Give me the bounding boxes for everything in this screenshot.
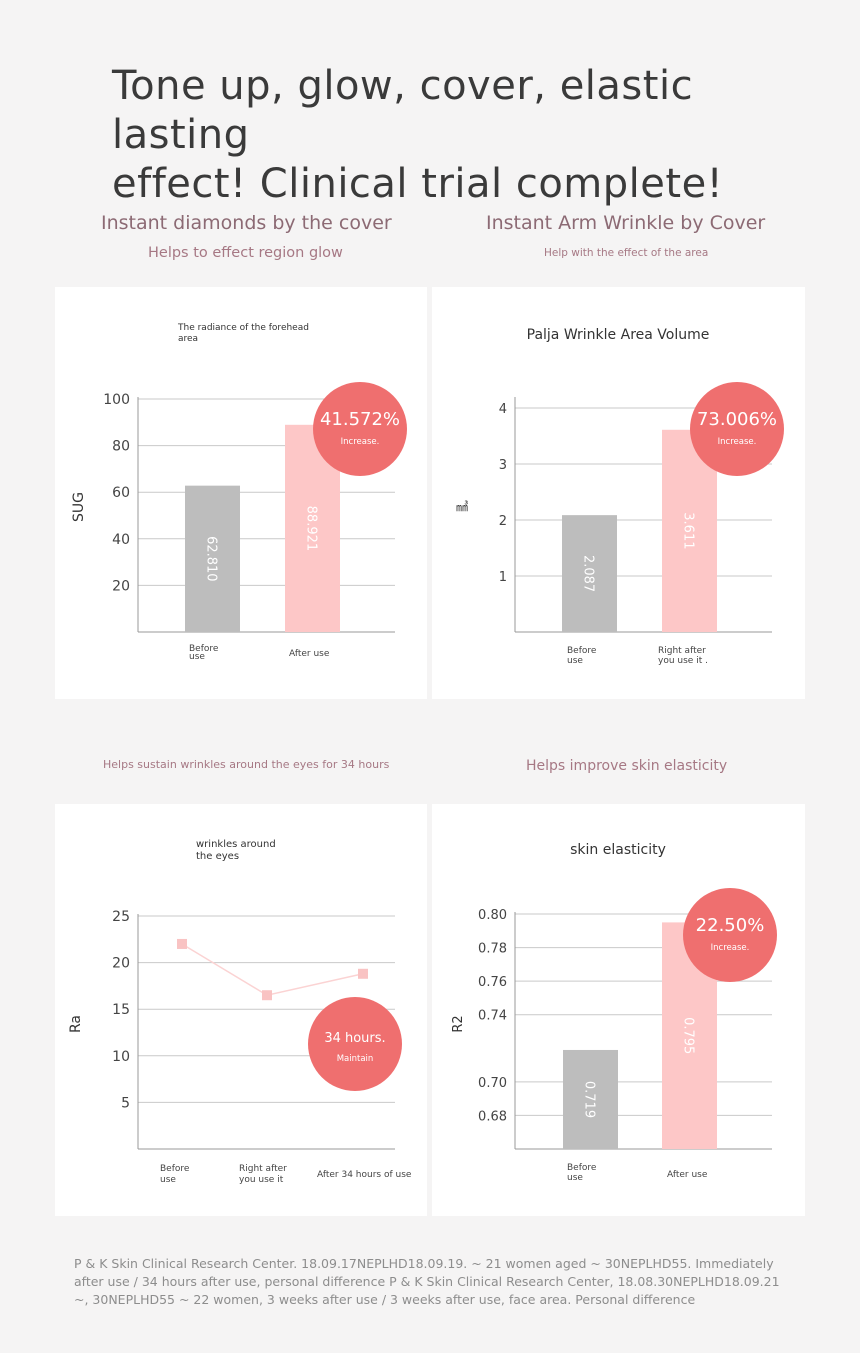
category-label: use xyxy=(567,656,583,666)
change-badge xyxy=(313,382,407,476)
bar-before xyxy=(562,515,617,632)
category-label: Right after xyxy=(658,646,706,656)
change-badge xyxy=(683,888,777,982)
category-label: After use xyxy=(289,649,330,659)
category-label: After 34 hours of use xyxy=(317,1170,412,1180)
y-tick-label: 0.80 xyxy=(478,908,507,923)
bar-value-label: 62.810 xyxy=(204,536,219,582)
category-label: Before xyxy=(189,644,219,654)
category-label: Right after xyxy=(239,1164,287,1174)
category-label: you use it xyxy=(239,1175,284,1185)
category-label: use xyxy=(189,652,205,662)
y-tick-label: 1 xyxy=(499,570,507,585)
y-tick-label: 0.76 xyxy=(478,975,507,990)
chart-title: Palja Wrinkle Area Volume xyxy=(527,327,710,343)
chart-title: skin elasticity xyxy=(570,842,666,858)
badge-label: Maintain xyxy=(337,1054,374,1064)
category-label: use xyxy=(567,1173,583,1183)
category-label: Before xyxy=(567,646,597,656)
bar-value-label: 0.719 xyxy=(582,1081,597,1118)
y-tick-label: 100 xyxy=(103,392,130,408)
headline-line-2: effect! Clinical trial complete! xyxy=(112,161,724,207)
chart-title: area xyxy=(178,334,198,344)
section-title-glow: Instant diamonds by the cover xyxy=(101,212,392,234)
series-line xyxy=(181,943,364,997)
y-tick-label: 20 xyxy=(112,578,130,594)
bar-before xyxy=(563,1049,618,1149)
headline-line-1: Tone up, glow, cover, elastic lasting xyxy=(112,63,694,158)
bar-before xyxy=(185,485,240,632)
y-tick-label: 60 xyxy=(112,485,130,501)
data-point xyxy=(358,968,368,979)
y-axis-label: SUG xyxy=(71,492,87,522)
category-label: Before xyxy=(160,1164,190,1174)
y-tick-label: 0.68 xyxy=(478,1109,507,1124)
badge-value: 41.572% xyxy=(320,409,400,430)
section-subtitle-eyes: Helps sustain wrinkles around the eyes f… xyxy=(103,758,390,771)
chart-card-elasticity: skin elasticity 0.68 0.70 0.74 0.76 0.78 0.80 R… xyxy=(432,804,805,1216)
section-subtitle-glow: Helps to effect region glow xyxy=(148,245,343,261)
y-tick-label: 80 xyxy=(112,439,130,455)
y-tick-label: 40 xyxy=(112,532,130,548)
y-axis-label: Ra xyxy=(68,1015,84,1033)
bar-value-label: 3.611 xyxy=(681,512,696,549)
y-axis-label: ㎣ xyxy=(456,500,468,514)
wrinkle-volume-chart: Palja Wrinkle Area Volume 1 2 3 4 ㎣ 2.087 3.611… xyxy=(456,327,784,666)
y-tick-label: 25 xyxy=(112,909,130,925)
page-headline: Tone up, glow, cover, elastic lasting ef… xyxy=(112,62,812,209)
badge-label: Increase. xyxy=(711,943,750,953)
y-tick-label: 20 xyxy=(112,956,130,972)
y-axis-label: R2 xyxy=(451,1015,466,1032)
section-title-wrinkle: Instant Arm Wrinkle by Cover xyxy=(486,212,766,234)
clinical-footnote: P & K Skin Clinical Research Center. 18.… xyxy=(74,1256,780,1307)
chart-title: the eyes xyxy=(196,851,239,862)
y-tick-label: 0.70 xyxy=(478,1076,507,1091)
category-label: use xyxy=(160,1175,176,1185)
change-badge xyxy=(690,382,784,476)
badge-value: 73.006% xyxy=(697,409,777,430)
y-tick-label: 0.78 xyxy=(478,942,507,957)
chart-title: The radiance of the forehead xyxy=(177,323,309,333)
y-tick-label: 2 xyxy=(499,514,507,529)
y-tick-label: 3 xyxy=(499,458,507,473)
category-label: Before xyxy=(567,1163,597,1173)
chart-title: wrinkles around xyxy=(196,839,276,850)
section-subtitle-elasticity: Helps improve skin elasticity xyxy=(526,758,728,774)
y-tick-label: 15 xyxy=(112,1002,130,1018)
y-tick-label: 4 xyxy=(499,402,507,417)
data-point xyxy=(262,990,272,1001)
badge-label: Increase. xyxy=(341,437,380,447)
y-tick-label: 5 xyxy=(121,1095,130,1111)
badge-label: Increase. xyxy=(718,437,757,447)
bar-value-label: 2.087 xyxy=(581,555,596,592)
data-point xyxy=(177,938,187,949)
category-label: you use it . xyxy=(658,656,708,666)
category-label: After use xyxy=(667,1170,708,1180)
section-subtitle-wrinkle: Help with the effect of the area xyxy=(544,247,709,259)
chart-card-forehead: The radiance of the forehead area 20 40 60 80… xyxy=(55,287,427,699)
chart-card-eye-wrinkles: wrinkles around the eyes 5 10 15 20 25 Ra Before… xyxy=(55,804,427,1216)
y-tick-label: 0.74 xyxy=(478,1009,507,1024)
chart-card-wrinkle-volume: Palja Wrinkle Area Volume 1 2 3 4 ㎣ 2.087 3.611… xyxy=(432,287,805,699)
skin-elasticity-chart: skin elasticity 0.68 0.70 0.74 0.76 0.78 0.80 R… xyxy=(451,842,777,1183)
y-tick-label: 10 xyxy=(112,1049,130,1065)
change-badge xyxy=(308,997,402,1091)
badge-value: 34 hours. xyxy=(324,1031,385,1046)
badge-value: 22.50% xyxy=(696,915,765,936)
bar-value-label: 88.921 xyxy=(304,506,319,552)
bar-value-label: 0.795 xyxy=(681,1017,696,1054)
